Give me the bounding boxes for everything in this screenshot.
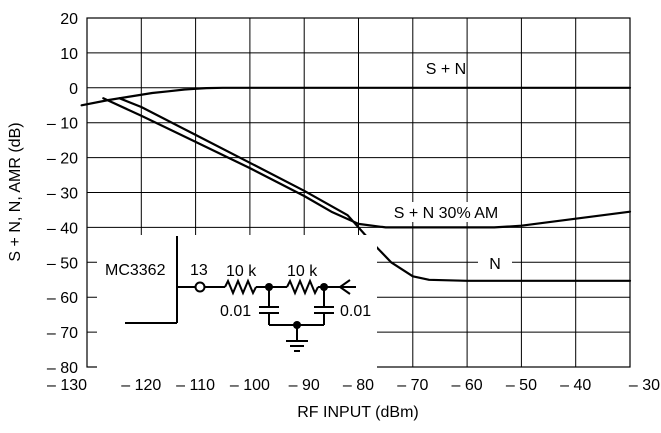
y-tick-label: – 70 <box>47 325 78 342</box>
pin-terminal <box>194 281 206 293</box>
annotation-s-plus-n: S + N <box>426 61 466 78</box>
resistor-1-icon <box>224 278 257 296</box>
cap-2-label: 0.01 <box>340 303 371 320</box>
x-tick-label: – 80 <box>343 377 374 394</box>
y-tick-label: – 50 <box>47 255 78 272</box>
resistor-2-icon <box>286 278 319 296</box>
x-tick-label: – 90 <box>289 377 320 394</box>
inset-circuit-bg <box>97 235 377 370</box>
pin-label: 13 <box>190 262 208 279</box>
x-tick-label: – 130 <box>47 377 87 394</box>
x-tick-label: – 60 <box>452 377 483 394</box>
x-axis-label: RF INPUT (dBm) <box>297 404 418 421</box>
x-tick-label: – 120 <box>121 377 161 394</box>
output-arrow-icon <box>338 279 356 295</box>
curve-s-n-30-am <box>102 97 632 229</box>
y-tick-label: – 20 <box>47 151 78 168</box>
cap-1-label: 0.01 <box>220 303 251 320</box>
curve-n <box>118 97 632 282</box>
y-axis-label: S + N, N, AMR (dB) <box>7 122 24 261</box>
x-tick-label: – 40 <box>560 377 591 394</box>
ground-icon <box>286 340 308 352</box>
x-tick-label: – 30 <box>629 377 660 394</box>
curves <box>80 86 632 282</box>
resistor-2-label: 10 k <box>287 263 318 280</box>
inset-circuit: MC3362 13 10 k 10 k 0.01 0.01 <box>97 235 377 370</box>
y-axis-ticks: 20 10 0 – 10 – 20 – 30 – 40 – 50 – 60 – 70 – 80 <box>47 11 78 377</box>
y-tick-label: – 30 <box>47 186 78 203</box>
annotation-n: N <box>489 256 501 273</box>
y-tick-label: 20 <box>60 11 78 28</box>
annotation-s-plus-n-am: S + N 30% AM <box>394 205 499 222</box>
y-tick-label: – 80 <box>47 360 78 377</box>
x-axis-ticks: – 130 – 120 – 110 – 100 – 90 – 80 – 70 – 60 – 50… <box>47 377 660 394</box>
y-tick-label: 10 <box>60 46 78 63</box>
x-tick-label: – 70 <box>397 377 428 394</box>
curve-s-n <box>80 86 632 107</box>
x-tick-label: – 110 <box>176 377 215 394</box>
y-tick-label: – 40 <box>47 220 78 237</box>
y-tick-label: 0 <box>69 81 78 98</box>
x-tick-label: – 100 <box>230 377 270 394</box>
annotation-s-plus-n-am-bg <box>382 202 512 222</box>
resistor-1-label: 10 k <box>226 263 257 280</box>
x-tick-label: – 50 <box>506 377 537 394</box>
annotation-n-bg <box>478 253 512 273</box>
chip-label: MC3362 <box>105 262 166 279</box>
y-tick-label: – 60 <box>47 290 78 307</box>
y-tick-label: – 10 <box>47 116 78 133</box>
